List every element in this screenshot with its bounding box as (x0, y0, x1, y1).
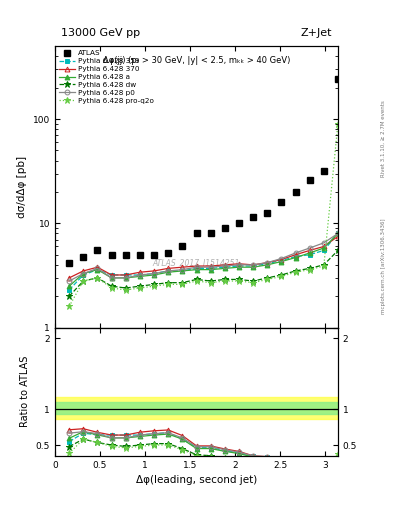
ATLAS (95, 247, 100, 253)
Text: 13000 GeV pp: 13000 GeV pp (61, 28, 140, 37)
ATLAS (265, 210, 270, 216)
ATLAS (237, 220, 241, 226)
X-axis label: Δφ(leading, second jet): Δφ(leading, second jet) (136, 475, 257, 485)
ATLAS (123, 252, 128, 258)
Text: Z+Jet: Z+Jet (301, 28, 332, 37)
ATLAS (279, 199, 284, 205)
Y-axis label: dσ/dΔφ [pb]: dσ/dΔφ [pb] (17, 156, 28, 218)
Legend: ATLAS, Pythia 6.428 359, Pythia 6.428 370, Pythia 6.428 a, Pythia 6.428 dw, Pyth: ATLAS, Pythia 6.428 359, Pythia 6.428 37… (58, 49, 156, 105)
ATLAS (166, 250, 171, 256)
Y-axis label: Ratio to ATLAS: Ratio to ATLAS (20, 356, 30, 428)
Bar (55, 402, 338, 414)
ATLAS (180, 243, 185, 249)
ATLAS (251, 214, 255, 220)
ATLAS (109, 252, 114, 258)
ATLAS (208, 230, 213, 237)
ATLAS (307, 177, 312, 183)
Text: ATLAS_2017_I1514251: ATLAS_2017_I1514251 (153, 259, 240, 267)
ATLAS (222, 225, 227, 231)
ATLAS (194, 230, 199, 237)
ATLAS (293, 189, 298, 195)
ATLAS (336, 76, 340, 82)
ATLAS (67, 260, 72, 266)
Line: ATLAS: ATLAS (66, 76, 342, 266)
Bar (55, 397, 338, 419)
ATLAS (321, 167, 326, 174)
ATLAS (138, 252, 142, 258)
Text: mcplots.cern.ch [arXiv:1306.3436]: mcplots.cern.ch [arXiv:1306.3436] (381, 219, 386, 314)
ATLAS (152, 252, 156, 258)
Text: Rivet 3.1.10, ≥ 2.7M events: Rivet 3.1.10, ≥ 2.7M events (381, 100, 386, 177)
ATLAS (81, 253, 86, 260)
Text: Δφ(jj) (pₜ > 30 GeV, |y| < 2.5, mₖₖ > 40 GeV): Δφ(jj) (pₜ > 30 GeV, |y| < 2.5, mₖₖ > 40… (103, 56, 290, 65)
